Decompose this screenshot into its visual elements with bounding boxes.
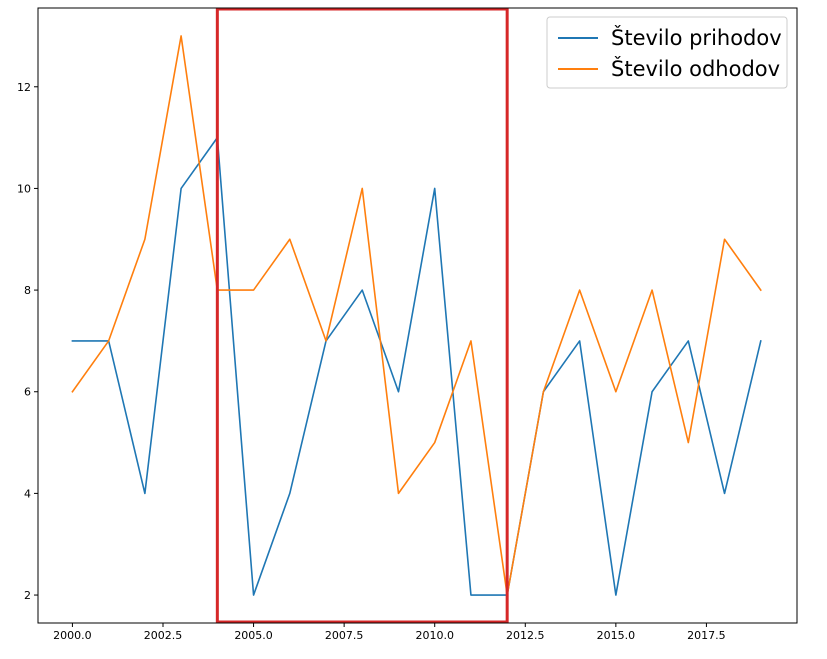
axes-frame [37, 7, 798, 624]
y-tick-label: 8 [24, 284, 31, 297]
plot-background [38, 8, 797, 623]
x-tick-label: 2005.0 [234, 629, 273, 642]
legend-box [546, 16, 788, 89]
x-tick-label: 2007.5 [325, 629, 364, 642]
y-tick-label: 2 [24, 589, 31, 602]
x-tick-label: 2010.0 [415, 629, 454, 642]
y-tick-label: 10 [17, 182, 31, 195]
highlight-layer [215, 7, 509, 624]
y-tick-label: 6 [24, 386, 31, 399]
x-tick-label: 2012.5 [506, 629, 545, 642]
x-tick-label: 2000.0 [53, 629, 92, 642]
series-line-0 [71, 136, 762, 596]
plot-area [38, 8, 797, 623]
series-line-1 [71, 35, 762, 596]
legend-label-0: Število prihodov [611, 25, 782, 50]
series-layer [71, 35, 762, 596]
x-tick-label: 2017.5 [687, 629, 726, 642]
legend: Število prihodov Število odhodov [546, 16, 788, 89]
y-tick-label: 4 [24, 487, 31, 500]
highlight-box [215, 7, 509, 624]
y-tick-label: 12 [17, 81, 31, 94]
legend-label-1: Število odhodov [611, 56, 780, 81]
x-tick-label: 2015.0 [597, 629, 636, 642]
axes-layer: 2000.0 2002.5 2005.0 2007.5 2010.0 2012.5 2015… [17, 7, 798, 642]
x-tick-label: 2002.5 [144, 629, 183, 642]
